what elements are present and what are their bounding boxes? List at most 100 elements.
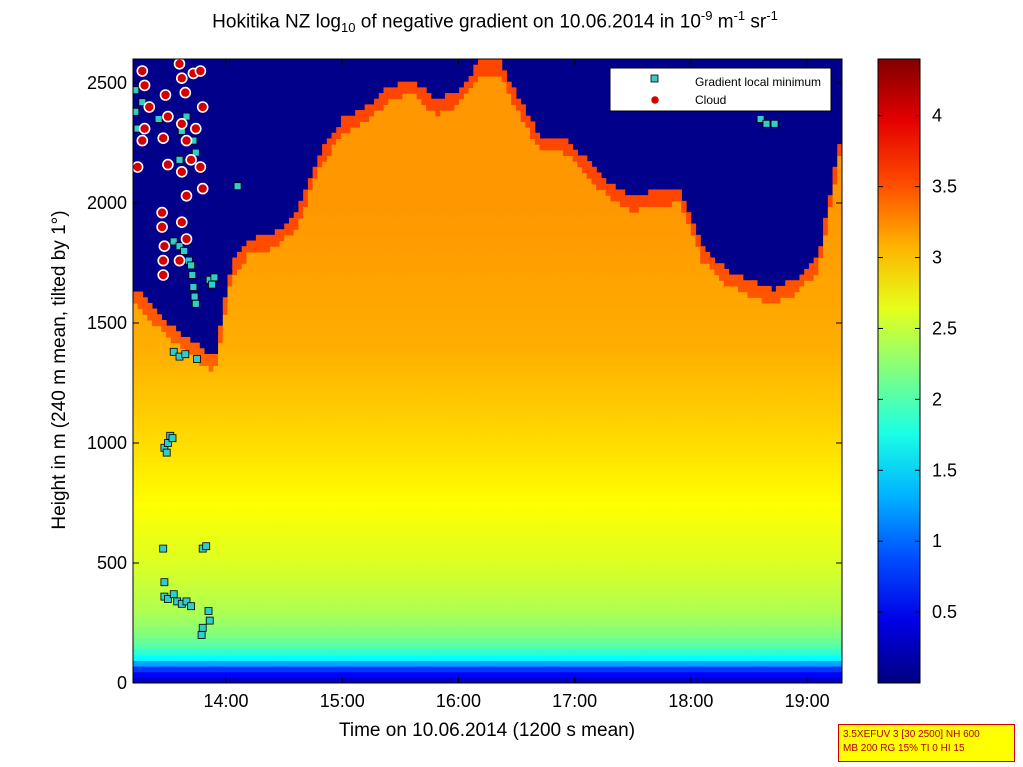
heatmap-cell <box>350 410 356 417</box>
heatmap-cell <box>288 433 295 440</box>
heatmap-cell <box>364 626 370 633</box>
heatmap-cell <box>213 461 219 469</box>
heatmap-cell <box>265 535 271 542</box>
heatmap-cell <box>322 597 328 605</box>
heatmap-cell <box>241 371 248 378</box>
heatmap-cell <box>288 597 295 605</box>
heatmap-cell <box>251 580 257 588</box>
heatmap-cell <box>350 484 356 491</box>
heatmap-cell <box>345 456 352 463</box>
heatmap-cell <box>378 263 385 270</box>
heatmap-cell <box>246 274 252 281</box>
heatmap-cell <box>303 240 309 247</box>
heatmap-cell <box>407 319 413 327</box>
heatmap-cell <box>383 450 389 457</box>
heatmap-cell <box>288 240 295 247</box>
heatmap-cell <box>350 620 356 627</box>
heatmap-cell <box>411 546 418 554</box>
heatmap-cell <box>383 376 389 383</box>
heatmap-cell <box>340 212 347 219</box>
heatmap-cell <box>161 405 167 412</box>
heatmap-cell <box>369 575 375 582</box>
heatmap-cell <box>270 319 276 327</box>
heatmap-cell <box>392 98 399 105</box>
heatmap-cell <box>411 257 418 264</box>
heatmap-cell <box>359 127 366 134</box>
heatmap-cell <box>369 614 375 622</box>
heatmap-cell <box>336 490 342 497</box>
heatmap-cell <box>350 359 356 366</box>
heatmap-cell <box>336 484 342 491</box>
heatmap-cell <box>364 348 370 355</box>
heatmap-cell <box>288 342 295 349</box>
heatmap-cell <box>180 631 186 639</box>
heatmap-cell <box>156 325 162 332</box>
heatmap-cell <box>374 422 380 429</box>
heatmap-cell <box>133 302 139 310</box>
heatmap-cell <box>133 558 139 565</box>
heatmap-cell <box>284 433 290 440</box>
heatmap-cell <box>322 648 328 656</box>
heatmap-cell <box>407 149 413 157</box>
heatmap-cell <box>175 444 181 452</box>
heatmap-cell <box>260 246 266 253</box>
heatmap-cell <box>222 405 229 412</box>
heatmap-cell <box>402 365 408 372</box>
heatmap-cell <box>402 512 408 520</box>
heatmap-cell <box>336 257 342 264</box>
heatmap-cell <box>364 308 370 315</box>
heatmap-cell <box>222 660 229 667</box>
heatmap-cell <box>270 388 276 395</box>
heatmap-cell <box>151 382 158 389</box>
heatmap-cell <box>345 631 352 639</box>
heatmap-cell <box>265 495 271 503</box>
heatmap-cell <box>397 512 404 520</box>
heatmap-cell <box>265 569 271 576</box>
heatmap-cell <box>236 410 243 417</box>
heatmap-cell <box>411 405 418 412</box>
heatmap-cell <box>274 507 281 514</box>
heatmap-cell <box>392 274 399 281</box>
heatmap-cell <box>402 104 408 111</box>
heatmap-cell <box>397 552 404 559</box>
heatmap-cell <box>340 382 347 389</box>
heatmap-cell <box>317 609 323 616</box>
heatmap-cell <box>317 535 323 542</box>
heatmap-cell <box>166 563 172 571</box>
heatmap-cell <box>279 325 285 332</box>
heatmap-cell <box>133 450 139 457</box>
heatmap-cell <box>260 563 266 571</box>
heatmap-cell <box>137 665 144 673</box>
heatmap-cell <box>236 439 243 446</box>
heatmap-cell <box>350 416 356 423</box>
heatmap-cell <box>359 575 366 582</box>
heatmap-cell <box>151 319 158 327</box>
heatmap-cell <box>137 603 144 610</box>
heatmap-cell <box>232 660 238 667</box>
heatmap-cell <box>303 478 309 486</box>
heatmap-cell <box>355 671 361 678</box>
heatmap-cell <box>392 478 399 486</box>
heatmap-cell <box>260 626 266 633</box>
heatmap-cell <box>232 592 238 599</box>
heatmap-cell <box>416 484 422 491</box>
heatmap-cell <box>359 399 366 406</box>
heatmap-cell <box>411 495 418 503</box>
heatmap-cell <box>222 473 229 480</box>
heatmap-cell <box>279 671 285 678</box>
heatmap-cell <box>317 586 323 593</box>
heatmap-cell <box>213 620 219 627</box>
heatmap-cell <box>161 558 167 565</box>
heatmap-cell <box>322 626 328 633</box>
heatmap-cell <box>392 654 399 661</box>
heatmap-cell <box>147 308 153 315</box>
heatmap-cell <box>189 365 196 372</box>
heatmap-cell <box>213 671 219 678</box>
heatmap-cell <box>364 569 370 576</box>
heatmap-cell <box>359 461 366 469</box>
heatmap-cell <box>359 456 366 463</box>
heatmap-cell <box>392 410 399 417</box>
heatmap-cell <box>378 546 385 554</box>
heatmap-cell <box>402 637 408 644</box>
heatmap-cell <box>345 546 352 554</box>
